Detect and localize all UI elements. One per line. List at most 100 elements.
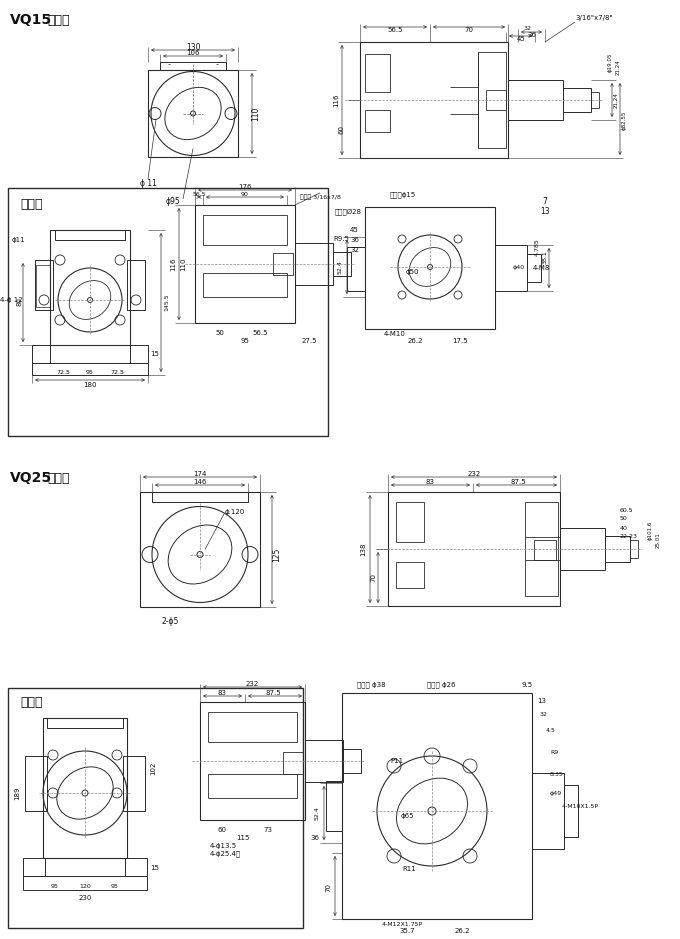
Text: 70: 70 [370, 573, 376, 581]
Bar [47, 718, 123, 728]
Text: 36: 36 [350, 237, 359, 243]
Text: VQ15: VQ15 [10, 13, 52, 27]
Bar [305, 740, 343, 782]
Text: 87.5: 87.5 [265, 690, 281, 696]
Text: 13: 13 [540, 208, 550, 217]
Text: 32: 32 [524, 26, 532, 32]
Bar [8, 188, 328, 436]
Bar [50, 230, 130, 345]
Text: 4-M10X1.5P: 4-M10X1.5P [562, 804, 599, 808]
Text: 145.5: 145.5 [165, 294, 169, 312]
Bar [396, 502, 424, 542]
Text: 56.5: 56.5 [387, 27, 403, 33]
Circle shape [82, 790, 88, 796]
Text: 120: 120 [79, 884, 91, 888]
Bar [36, 265, 50, 307]
Circle shape [428, 807, 436, 815]
Text: ϕ50: ϕ50 [405, 269, 419, 275]
Text: ϕ11: ϕ11 [12, 237, 25, 243]
Bar [534, 540, 556, 560]
Text: 73: 73 [264, 827, 273, 833]
Bar [396, 562, 424, 588]
Text: 174: 174 [193, 471, 207, 477]
Text: 83: 83 [218, 690, 226, 696]
Bar [283, 752, 303, 774]
Text: 32: 32 [350, 247, 359, 253]
Text: 138: 138 [360, 542, 366, 556]
Text: 83: 83 [426, 479, 435, 485]
Bar [140, 492, 260, 607]
Text: 95: 95 [86, 371, 94, 376]
Bar [160, 62, 226, 70]
Text: 4.5: 4.5 [546, 729, 556, 733]
Text: ϕ.120: ϕ.120 [225, 509, 245, 515]
Text: VQ25: VQ25 [10, 471, 52, 485]
Bar [333, 252, 351, 276]
Text: 56.5: 56.5 [252, 330, 268, 336]
Bar [25, 756, 47, 811]
Bar [478, 52, 506, 148]
Text: 9.5: 9.5 [522, 682, 532, 688]
Text: 90: 90 [241, 192, 249, 196]
Text: 32: 32 [540, 713, 548, 717]
Text: 21.24: 21.24 [613, 92, 619, 108]
Bar [208, 712, 297, 742]
Bar [35, 260, 53, 310]
Bar [32, 363, 148, 375]
Bar [295, 243, 333, 285]
Bar [23, 858, 45, 876]
Text: 230: 230 [78, 895, 92, 901]
Circle shape [190, 111, 196, 116]
Bar [208, 774, 297, 798]
Text: 4-M12X1.75P: 4-M12X1.75P [381, 921, 422, 927]
Bar [326, 781, 342, 831]
Text: ϕ 11: ϕ 11 [140, 178, 157, 188]
Text: 72.5: 72.5 [110, 371, 124, 376]
Text: 進油口Ø28: 進油口Ø28 [335, 208, 362, 215]
Text: ϕ101.6: ϕ101.6 [647, 520, 653, 540]
Text: 95: 95 [51, 884, 59, 888]
Text: ϕ19.05: ϕ19.05 [607, 53, 613, 71]
Text: ϕ95: ϕ95 [166, 197, 180, 207]
Text: 95: 95 [111, 884, 119, 888]
Bar [273, 253, 293, 275]
Text: 45: 45 [350, 227, 359, 233]
Text: 8.35: 8.35 [550, 773, 564, 777]
Bar [55, 230, 125, 240]
Text: 106: 106 [186, 50, 200, 56]
Text: 35.7: 35.7 [399, 928, 415, 934]
Text: 232: 232 [246, 681, 259, 687]
Text: 17.5: 17.5 [452, 338, 468, 344]
Text: R9: R9 [550, 750, 558, 756]
Text: R9.5: R9.5 [333, 236, 349, 242]
Circle shape [197, 551, 203, 558]
Bar [365, 54, 390, 92]
Text: 60.5: 60.5 [620, 507, 634, 513]
Text: 116: 116 [170, 257, 176, 270]
Text: ϕ82.55: ϕ82.55 [622, 110, 626, 130]
Text: 130: 130 [186, 42, 200, 52]
Bar [486, 90, 506, 110]
Text: 60: 60 [218, 827, 226, 833]
Text: 80: 80 [16, 298, 22, 306]
Text: 26.2: 26.2 [407, 338, 423, 344]
Text: 232: 232 [467, 471, 481, 477]
Text: P11: P11 [390, 758, 403, 764]
Text: 3/16"x7/8": 3/16"x7/8" [575, 15, 613, 21]
Bar [347, 247, 365, 291]
Text: 50: 50 [216, 330, 224, 336]
Bar [8, 688, 303, 928]
Bar [148, 70, 238, 157]
Text: 4-ϕ25.4囗: 4-ϕ25.4囗 [210, 851, 241, 857]
Text: 110: 110 [252, 106, 260, 121]
Text: 36: 36 [528, 32, 537, 38]
Bar [203, 215, 287, 245]
Bar [360, 42, 508, 158]
Text: 180: 180 [83, 382, 97, 388]
Bar [343, 749, 361, 773]
Text: 法蘭型: 法蘭型 [47, 13, 69, 26]
Text: 116: 116 [333, 93, 339, 107]
Text: 70: 70 [464, 27, 473, 33]
Bar [195, 205, 295, 323]
Text: 出油口ϕ15: 出油口ϕ15 [390, 192, 416, 198]
